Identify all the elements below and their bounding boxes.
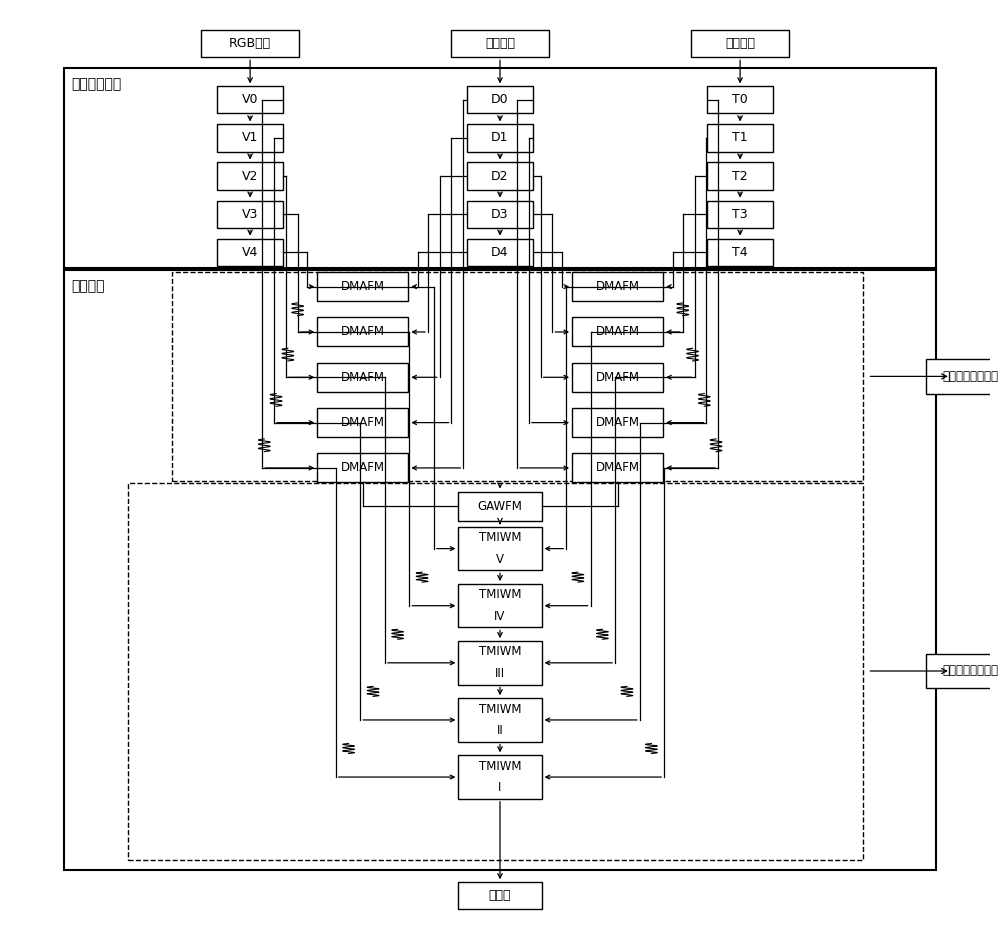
Bar: [572, 317, 663, 347]
Text: V2: V2: [242, 169, 258, 182]
Bar: [707, 86, 773, 114]
Bar: [317, 272, 408, 302]
Text: DMAFM: DMAFM: [341, 462, 385, 475]
Bar: [217, 201, 283, 228]
Text: V4: V4: [242, 246, 258, 259]
Text: T2: T2: [732, 169, 748, 182]
Text: V: V: [496, 553, 504, 566]
Bar: [317, 317, 408, 347]
Text: T1: T1: [732, 131, 748, 144]
Text: RGB图像: RGB图像: [229, 37, 271, 50]
Text: 双模态注意融合层: 双模态注意融合层: [942, 370, 998, 383]
Text: III: III: [495, 667, 505, 680]
Bar: [217, 124, 283, 152]
Text: DMAFM: DMAFM: [341, 416, 385, 429]
Text: I: I: [498, 782, 502, 795]
Bar: [64, 270, 936, 870]
Text: 三模态交互加权层: 三模态交互加权层: [942, 664, 998, 677]
Text: DMAFM: DMAFM: [341, 371, 385, 384]
Bar: [458, 756, 542, 799]
Bar: [707, 201, 773, 228]
Text: 解码模块: 解码模块: [72, 279, 105, 293]
Bar: [217, 163, 283, 190]
Text: D4: D4: [491, 246, 509, 259]
Text: DMAFM: DMAFM: [596, 280, 640, 293]
Bar: [467, 124, 533, 152]
Text: 深度图像: 深度图像: [485, 37, 515, 50]
Bar: [467, 163, 533, 190]
Bar: [458, 882, 542, 909]
Text: TMIWM: TMIWM: [479, 646, 521, 659]
Bar: [467, 201, 533, 228]
Bar: [707, 124, 773, 152]
Bar: [172, 272, 863, 481]
Text: DMAFM: DMAFM: [341, 280, 385, 293]
Bar: [572, 408, 663, 438]
Text: D1: D1: [491, 131, 509, 144]
Bar: [458, 641, 542, 684]
Text: TMIWM: TMIWM: [479, 759, 521, 772]
Text: II: II: [497, 724, 503, 737]
Text: D3: D3: [491, 207, 509, 221]
Text: GAWFM: GAWFM: [478, 500, 522, 512]
Text: 温度图像: 温度图像: [725, 37, 755, 50]
Bar: [467, 239, 533, 265]
Text: T4: T4: [732, 246, 748, 259]
Bar: [572, 363, 663, 392]
Text: T3: T3: [732, 207, 748, 221]
Bar: [572, 272, 663, 302]
Bar: [317, 408, 408, 438]
Bar: [451, 31, 549, 57]
Bar: [201, 31, 299, 57]
Text: TMIWM: TMIWM: [479, 703, 521, 716]
Bar: [926, 654, 1000, 688]
Text: 特征提取模块: 特征提取模块: [72, 77, 122, 92]
Bar: [317, 363, 408, 392]
Text: D2: D2: [491, 169, 509, 182]
Text: DMAFM: DMAFM: [596, 462, 640, 475]
Text: DMAFM: DMAFM: [341, 326, 385, 339]
Text: DMAFM: DMAFM: [596, 371, 640, 384]
Text: DMAFM: DMAFM: [596, 326, 640, 339]
Text: TMIWM: TMIWM: [479, 531, 521, 544]
Bar: [707, 239, 773, 265]
Bar: [64, 68, 936, 267]
Text: TMIWM: TMIWM: [479, 588, 521, 601]
Bar: [317, 453, 408, 483]
Text: IV: IV: [494, 610, 506, 623]
Bar: [458, 698, 542, 742]
Bar: [467, 86, 533, 114]
Bar: [707, 163, 773, 190]
Text: DMAFM: DMAFM: [596, 416, 640, 429]
Bar: [217, 239, 283, 265]
Bar: [572, 453, 663, 483]
Bar: [691, 31, 789, 57]
Text: D0: D0: [491, 93, 509, 106]
Text: T0: T0: [732, 93, 748, 106]
Bar: [458, 527, 542, 571]
Bar: [128, 484, 863, 859]
Text: 显著图: 显著图: [489, 889, 511, 902]
Bar: [926, 359, 1000, 394]
Text: V3: V3: [242, 207, 258, 221]
Bar: [458, 491, 542, 521]
Bar: [458, 584, 542, 627]
Text: V0: V0: [242, 93, 258, 106]
Bar: [217, 86, 283, 114]
Text: V1: V1: [242, 131, 258, 144]
